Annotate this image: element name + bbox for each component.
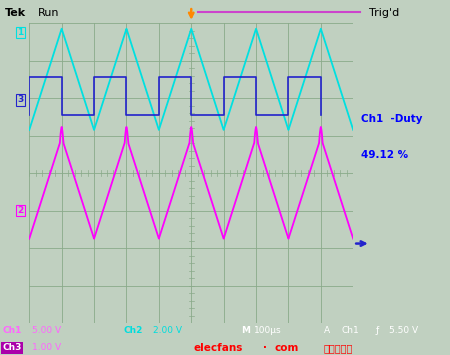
Text: Ch1  -Duty: Ch1 -Duty	[361, 114, 423, 124]
Text: Run: Run	[38, 8, 60, 18]
Text: Ch3: Ch3	[2, 344, 22, 353]
Text: M: M	[241, 326, 250, 335]
Text: 5.00 V: 5.00 V	[32, 326, 61, 335]
Text: Ch2: Ch2	[124, 326, 143, 335]
Text: ·: ·	[263, 343, 267, 353]
Text: 2: 2	[17, 206, 23, 215]
Text: ƒ: ƒ	[376, 326, 379, 335]
Text: 3: 3	[17, 95, 23, 104]
Text: Tek: Tek	[4, 8, 26, 18]
Text: com: com	[274, 343, 299, 353]
Text: 49.12 %: 49.12 %	[361, 150, 408, 160]
Text: 电子发烧友: 电子发烧友	[324, 343, 353, 353]
Text: Ch1: Ch1	[342, 326, 360, 335]
Text: 1: 1	[17, 28, 23, 37]
Text: 2.00 V: 2.00 V	[153, 326, 182, 335]
Text: 1.00 V: 1.00 V	[32, 344, 61, 353]
Text: Trig'd: Trig'd	[369, 8, 399, 18]
Text: A: A	[324, 326, 330, 335]
Text: 100μs: 100μs	[254, 326, 282, 335]
Text: elecfans: elecfans	[194, 343, 243, 353]
Text: 5.50 V: 5.50 V	[389, 326, 418, 335]
Text: Ch1: Ch1	[2, 326, 22, 335]
